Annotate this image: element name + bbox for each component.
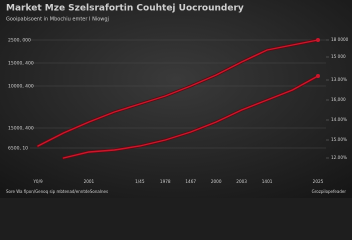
footer: Sore Wa fipon/Genoq sip mbtenad/enntdeSo… <box>6 189 108 194</box>
y2-tick-label: 18 0000 <box>331 37 349 42</box>
y2-tick-label: 15.00% <box>331 137 347 142</box>
y-tick-label: 15000, 400 <box>8 126 34 132</box>
y2-tick-label: 12.00% <box>331 155 347 160</box>
y2-tick-label: 13.00% <box>331 77 347 82</box>
page: {"chart_data": {"type": "line", "title":… <box>0 0 352 198</box>
chart: Market Mze Szelsrafortin Couhtej Uocroun… <box>0 0 352 198</box>
chart-title: Market Mze Szelsrafortin Couhtej Uocroun… <box>6 4 244 14</box>
source: Grozpilopefeader <box>312 189 347 194</box>
x-tick-label: 2000 <box>211 179 222 184</box>
y2-tick-label: 16,000 <box>331 97 346 102</box>
series-line <box>62 75 319 159</box>
x-tick-label: 2025 <box>313 179 324 184</box>
y-tick-label: 10000, 400 <box>8 84 34 90</box>
y-tick-label: 6500, 10 <box>8 146 28 152</box>
x-tick-label: 2003 <box>236 179 247 184</box>
x-tick-label: Y0/9 <box>32 179 43 184</box>
chart-subtitle: Gooipabisoent in Mbochiu emter I Niowgj <box>6 17 109 23</box>
y-tick-label: 15000, 400 <box>8 61 34 67</box>
x-tick-label: 1401 <box>262 179 273 184</box>
series-line <box>37 39 319 147</box>
x-tick-label: 1/45 <box>135 179 145 184</box>
x-tick-label: 1978 <box>160 179 171 184</box>
end-marker <box>316 74 320 78</box>
end-marker <box>316 38 320 42</box>
background <box>0 0 352 198</box>
y2-tick-label: 14.00% <box>331 117 347 122</box>
x-tick-label: 1467 <box>185 179 196 184</box>
y-tick-label: 2500, 000 <box>8 38 31 44</box>
y2-tick-label: 15 000 <box>331 54 346 59</box>
x-tick-label: 2001 <box>84 179 95 184</box>
